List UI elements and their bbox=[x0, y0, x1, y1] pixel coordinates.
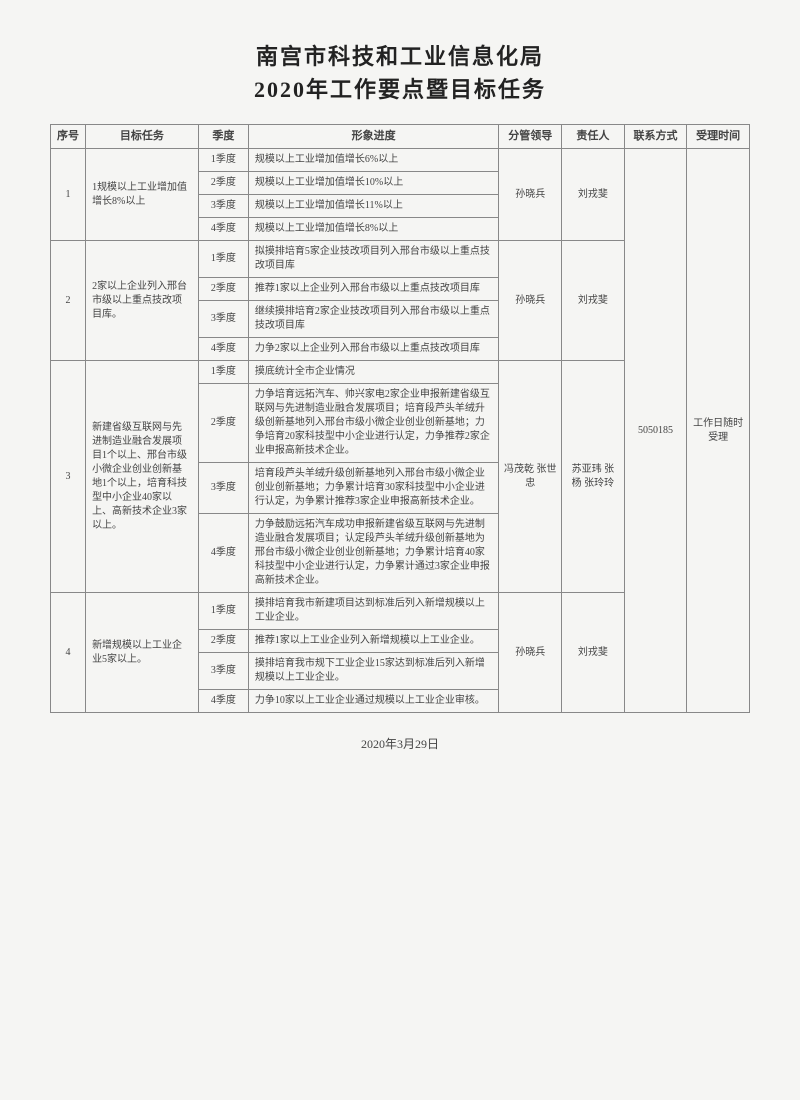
col-task: 目标任务 bbox=[86, 125, 199, 149]
cell-progress: 拟摸排培育5家企业技改项目列入邢台市级以上重点技改项目库 bbox=[248, 241, 499, 278]
cell-progress: 继续摸排培育2家企业技改项目列入邢台市级以上重点技改项目库 bbox=[248, 301, 499, 338]
cell-progress: 推荐1家以上企业列入邢台市级以上重点技改项目库 bbox=[248, 278, 499, 301]
cell-quarter: 1季度 bbox=[198, 149, 248, 172]
cell-task: 新增规模以上工业企业5家以上。 bbox=[86, 593, 199, 713]
cell-responsible: 刘戎斐 bbox=[562, 593, 625, 713]
cell-leader: 冯茂乾 张世忠 bbox=[499, 361, 562, 593]
cell-progress: 力争10家以上工业企业通过规模以上工业企业审核。 bbox=[248, 690, 499, 713]
cell-quarter: 4季度 bbox=[198, 514, 248, 593]
cell-quarter: 2季度 bbox=[198, 384, 248, 463]
cell-quarter: 4季度 bbox=[198, 690, 248, 713]
title-line-1: 南宫市科技和工业信息化局 bbox=[50, 40, 750, 73]
cell-progress: 力争2家以上企业列入邢台市级以上重点技改项目库 bbox=[248, 338, 499, 361]
cell-progress: 力争鼓励远拓汽车成功申报新建省级互联网与先进制造业融合发展项目；认定段芦头羊绒升… bbox=[248, 514, 499, 593]
cell-seq: 3 bbox=[51, 361, 86, 593]
cell-progress: 摸底统计全市企业情况 bbox=[248, 361, 499, 384]
table-row: 11规模以上工业增加值增长8%以上1季度规模以上工业增加值增长6%以上孙晓兵刘戎… bbox=[51, 149, 750, 172]
cell-leader: 孙晓兵 bbox=[499, 149, 562, 241]
cell-quarter: 1季度 bbox=[198, 361, 248, 384]
cell-quarter: 4季度 bbox=[198, 218, 248, 241]
col-contact: 联系方式 bbox=[624, 125, 687, 149]
cell-progress: 力争培育远拓汽车、帅兴家电2家企业申报新建省级互联网与先进制造业融合发展项目；培… bbox=[248, 384, 499, 463]
cell-progress: 培育段芦头羊绒升级创新基地列入邢台市级小微企业创业创新基地；力争累计培育30家科… bbox=[248, 463, 499, 514]
cell-responsible: 苏亚玮 张 杨 张玲玲 bbox=[562, 361, 625, 593]
cell-leader: 孙晓兵 bbox=[499, 593, 562, 713]
cell-quarter: 1季度 bbox=[198, 241, 248, 278]
cell-time: 工作日随时受理 bbox=[687, 149, 750, 713]
cell-quarter: 3季度 bbox=[198, 463, 248, 514]
title-line-2: 2020年工作要点暨目标任务 bbox=[50, 73, 750, 106]
col-progress: 形象进度 bbox=[248, 125, 499, 149]
cell-quarter: 2季度 bbox=[198, 172, 248, 195]
cell-task: 2家以上企业列入邢台市级以上重点技改项目库。 bbox=[86, 241, 199, 361]
cell-quarter: 2季度 bbox=[198, 630, 248, 653]
cell-quarter: 3季度 bbox=[198, 301, 248, 338]
cell-seq: 2 bbox=[51, 241, 86, 361]
table-header-row: 序号 目标任务 季度 形象进度 分管领导 责任人 联系方式 受理时间 bbox=[51, 125, 750, 149]
cell-task: 1规模以上工业增加值增长8%以上 bbox=[86, 149, 199, 241]
cell-leader: 孙晓兵 bbox=[499, 241, 562, 361]
cell-quarter: 3季度 bbox=[198, 653, 248, 690]
cell-progress: 规模以上工业增加值增长10%以上 bbox=[248, 172, 499, 195]
col-leader: 分管领导 bbox=[499, 125, 562, 149]
cell-progress: 规模以上工业增加值增长11%以上 bbox=[248, 195, 499, 218]
cell-task: 新建省级互联网与先进制造业融合发展项目1个以上、邢台市级小微企业创业创新基地1个… bbox=[86, 361, 199, 593]
cell-quarter: 4季度 bbox=[198, 338, 248, 361]
task-table: 序号 目标任务 季度 形象进度 分管领导 责任人 联系方式 受理时间 11规模以… bbox=[50, 124, 750, 713]
cell-progress: 规模以上工业增加值增长6%以上 bbox=[248, 149, 499, 172]
cell-progress: 规模以上工业增加值增长8%以上 bbox=[248, 218, 499, 241]
cell-seq: 4 bbox=[51, 593, 86, 713]
col-seq: 序号 bbox=[51, 125, 86, 149]
cell-responsible: 刘戎斐 bbox=[562, 149, 625, 241]
col-time: 受理时间 bbox=[687, 125, 750, 149]
cell-contact: 5050185 bbox=[624, 149, 687, 713]
footer-date: 2020年3月29日 bbox=[50, 735, 750, 752]
cell-seq: 1 bbox=[51, 149, 86, 241]
cell-progress: 摸排培育我市规下工业企业15家达到标准后列入新增规模以上工业企业。 bbox=[248, 653, 499, 690]
cell-responsible: 刘戎斐 bbox=[562, 241, 625, 361]
col-quarter: 季度 bbox=[198, 125, 248, 149]
document-title: 南宫市科技和工业信息化局 2020年工作要点暨目标任务 bbox=[50, 40, 750, 106]
cell-quarter: 2季度 bbox=[198, 278, 248, 301]
col-responsible: 责任人 bbox=[562, 125, 625, 149]
cell-progress: 摸排培育我市新建项目达到标准后列入新增规模以上工业企业。 bbox=[248, 593, 499, 630]
cell-progress: 推荐1家以上工业企业列入新增规模以上工业企业。 bbox=[248, 630, 499, 653]
cell-quarter: 3季度 bbox=[198, 195, 248, 218]
cell-quarter: 1季度 bbox=[198, 593, 248, 630]
